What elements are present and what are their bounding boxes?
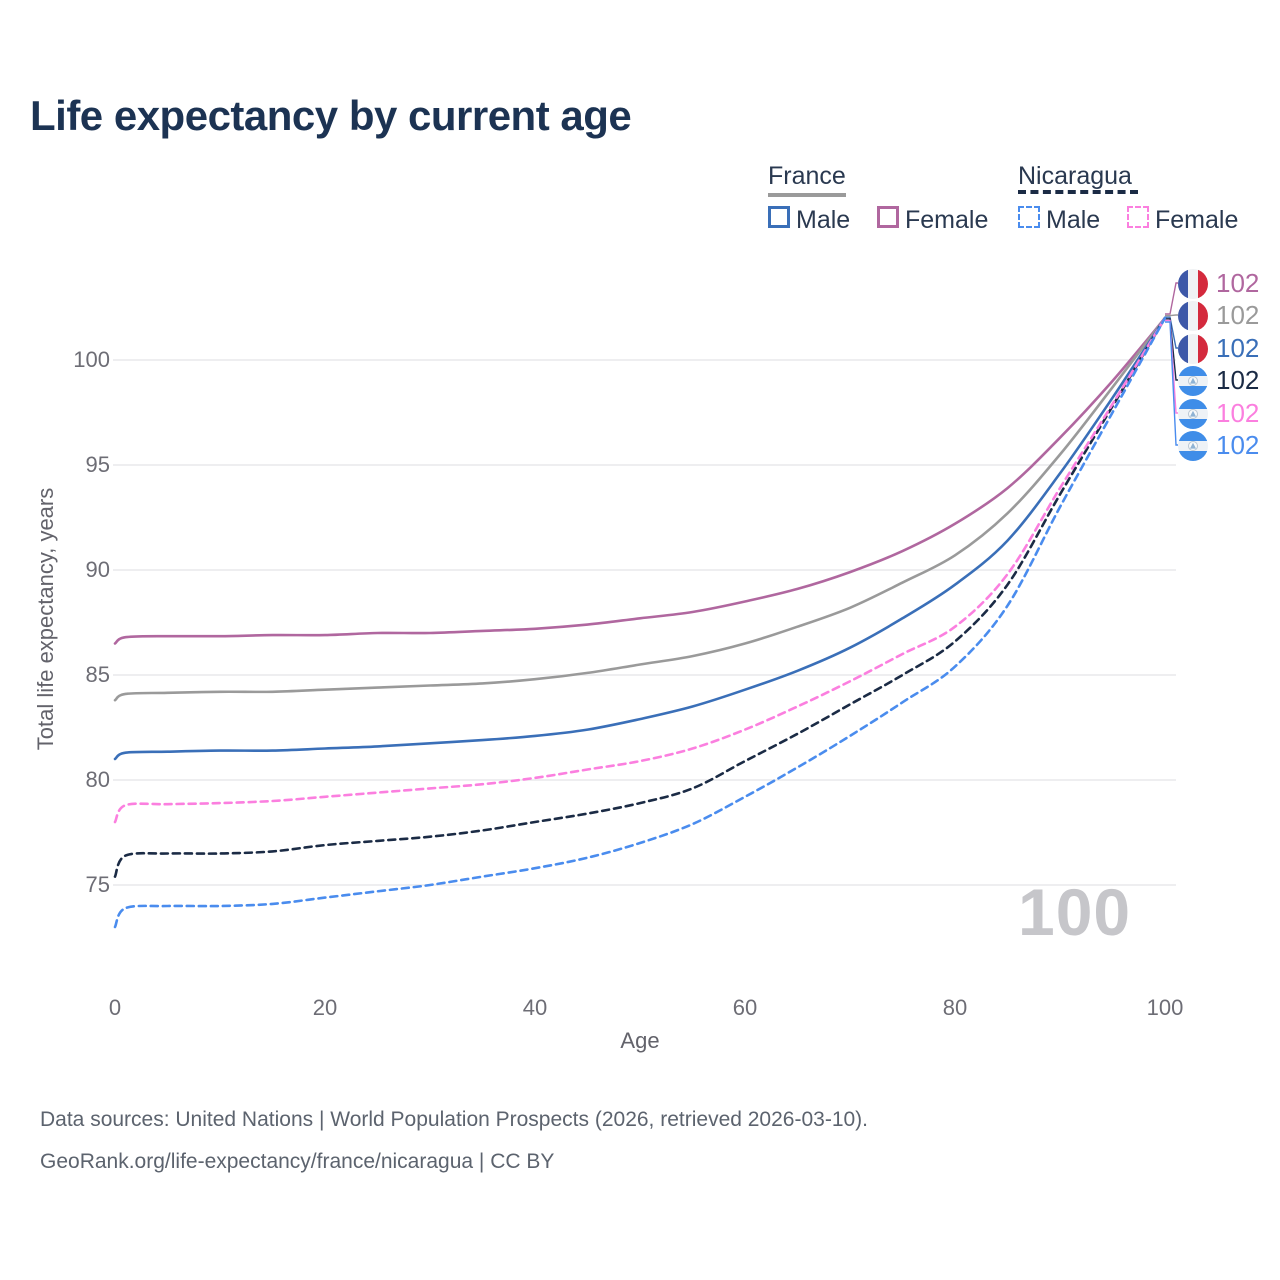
france-female-line [113,316,1167,645]
france-male-leader-line [1165,316,1178,349]
legend-swatch-france-female [877,206,899,228]
end-label-row-france-total: 102 [1178,300,1259,331]
france-female-leader-line [1165,282,1178,315]
x-tick-100: 100 [1146,995,1184,1020]
y-tick-85: 85 [85,662,110,687]
legend-label-france-male: Male [796,206,851,234]
nicaragua-male-leader-line [1165,321,1178,446]
end-label-row-nicaragua-female: 102 [1178,398,1259,429]
nicaragua-total-leader-line [1165,318,1178,381]
x-tick-40: 40 [522,995,548,1020]
end-value-nicaragua-female: 102 [1216,398,1260,428]
y-tick-80: 80 [85,767,110,792]
x-axis-title: Age [620,1028,660,1053]
x-tick-60: 60 [732,995,758,1020]
end-value-nicaragua-male: 102 [1216,430,1260,460]
france-flag-icon [1178,333,1208,364]
legend-label-nicaragua-male: Male [1046,206,1101,234]
end-label-row-nicaragua-total: 102 [1178,365,1259,396]
legend-swatch-nicaragua-male [1018,206,1040,228]
y-tick-75: 75 [85,872,110,897]
nicaragua-flag-icon [1178,430,1208,461]
legend-country-france: France [768,162,846,190]
end-value-france-total: 102 [1216,300,1260,330]
x-tick-20: 20 [312,995,338,1020]
x-tick-0: 0 [108,995,122,1020]
france-total-line [113,316,1167,702]
nicaragua-total-line [113,316,1167,878]
end-label-row-nicaragua-male: 102 [1178,430,1259,461]
legend-underline-france [768,193,846,197]
france-male-line [113,316,1167,761]
end-label-row-france-female: 102 [1178,268,1259,299]
y-tick-95: 95 [85,452,110,477]
legend-swatch-france-male [768,206,790,228]
nicaragua-female-leader-line [1165,319,1178,414]
nicaragua-flag-icon [1178,365,1208,396]
page-title: Life expectancy by current age [30,92,632,139]
data-source-line: Data sources: United Nations | World Pop… [40,1108,869,1131]
france-flag-icon [1178,300,1208,331]
nicaragua-flag-icon [1178,398,1208,429]
age-counter-watermark: 100 [1018,875,1132,949]
end-value-nicaragua-total: 102 [1216,365,1260,395]
france-total-leader-line [1165,314,1178,317]
nicaragua-male-line [113,316,1167,929]
legend-swatch-nicaragua-female [1127,206,1149,228]
legend-country-nicaragua: Nicaragua [1018,162,1132,190]
y-tick-90: 90 [85,557,110,582]
end-value-france-female: 102 [1216,268,1260,298]
france-flag-icon [1178,268,1208,299]
legend-underline-nicaragua [1018,190,1138,194]
y-axis-title: Total life expectancy, years [33,487,58,751]
end-label-row-france-male: 102 [1178,333,1259,364]
nicaragua-female-line [113,316,1167,824]
legend-label-nicaragua-female: Female [1155,206,1239,234]
attribution-line: GeoRank.org/life-expectancy/france/nicar… [40,1150,555,1173]
end-value-france-male: 102 [1216,333,1260,363]
legend-label-france-female: Female [905,206,989,234]
x-tick-80: 80 [942,995,968,1020]
y-tick-100: 100 [73,347,110,372]
